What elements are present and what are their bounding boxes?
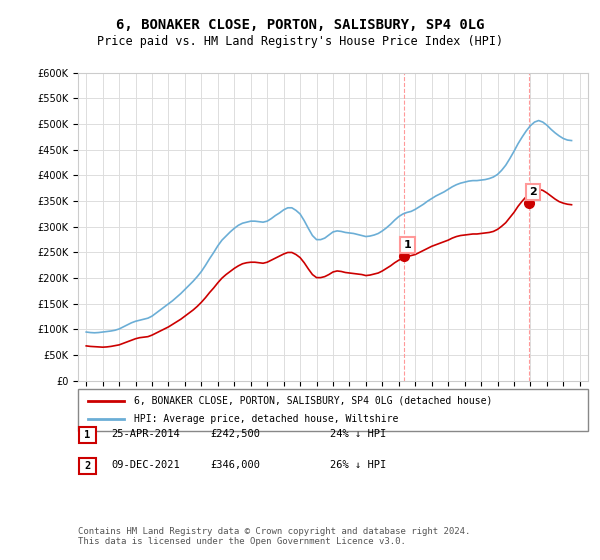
Text: £346,000: £346,000 xyxy=(210,460,260,470)
Text: 26% ↓ HPI: 26% ↓ HPI xyxy=(330,460,386,470)
Text: 1: 1 xyxy=(403,240,411,250)
Text: 25-APR-2014: 25-APR-2014 xyxy=(111,429,180,439)
FancyBboxPatch shape xyxy=(78,389,588,431)
Text: £242,500: £242,500 xyxy=(210,429,260,439)
FancyBboxPatch shape xyxy=(79,458,96,474)
FancyBboxPatch shape xyxy=(79,427,96,443)
Text: 24% ↓ HPI: 24% ↓ HPI xyxy=(330,429,386,439)
Text: HPI: Average price, detached house, Wiltshire: HPI: Average price, detached house, Wilt… xyxy=(134,414,398,424)
Text: 09-DEC-2021: 09-DEC-2021 xyxy=(111,460,180,470)
Text: 6, BONAKER CLOSE, PORTON, SALISBURY, SP4 0LG: 6, BONAKER CLOSE, PORTON, SALISBURY, SP4… xyxy=(116,18,484,32)
Text: 1: 1 xyxy=(85,430,91,440)
Text: Contains HM Land Registry data © Crown copyright and database right 2024.
This d: Contains HM Land Registry data © Crown c… xyxy=(78,526,470,546)
Text: Price paid vs. HM Land Registry's House Price Index (HPI): Price paid vs. HM Land Registry's House … xyxy=(97,35,503,49)
Text: 2: 2 xyxy=(85,461,91,471)
Text: 2: 2 xyxy=(529,187,536,197)
Text: 6, BONAKER CLOSE, PORTON, SALISBURY, SP4 0LG (detached house): 6, BONAKER CLOSE, PORTON, SALISBURY, SP4… xyxy=(134,396,493,406)
